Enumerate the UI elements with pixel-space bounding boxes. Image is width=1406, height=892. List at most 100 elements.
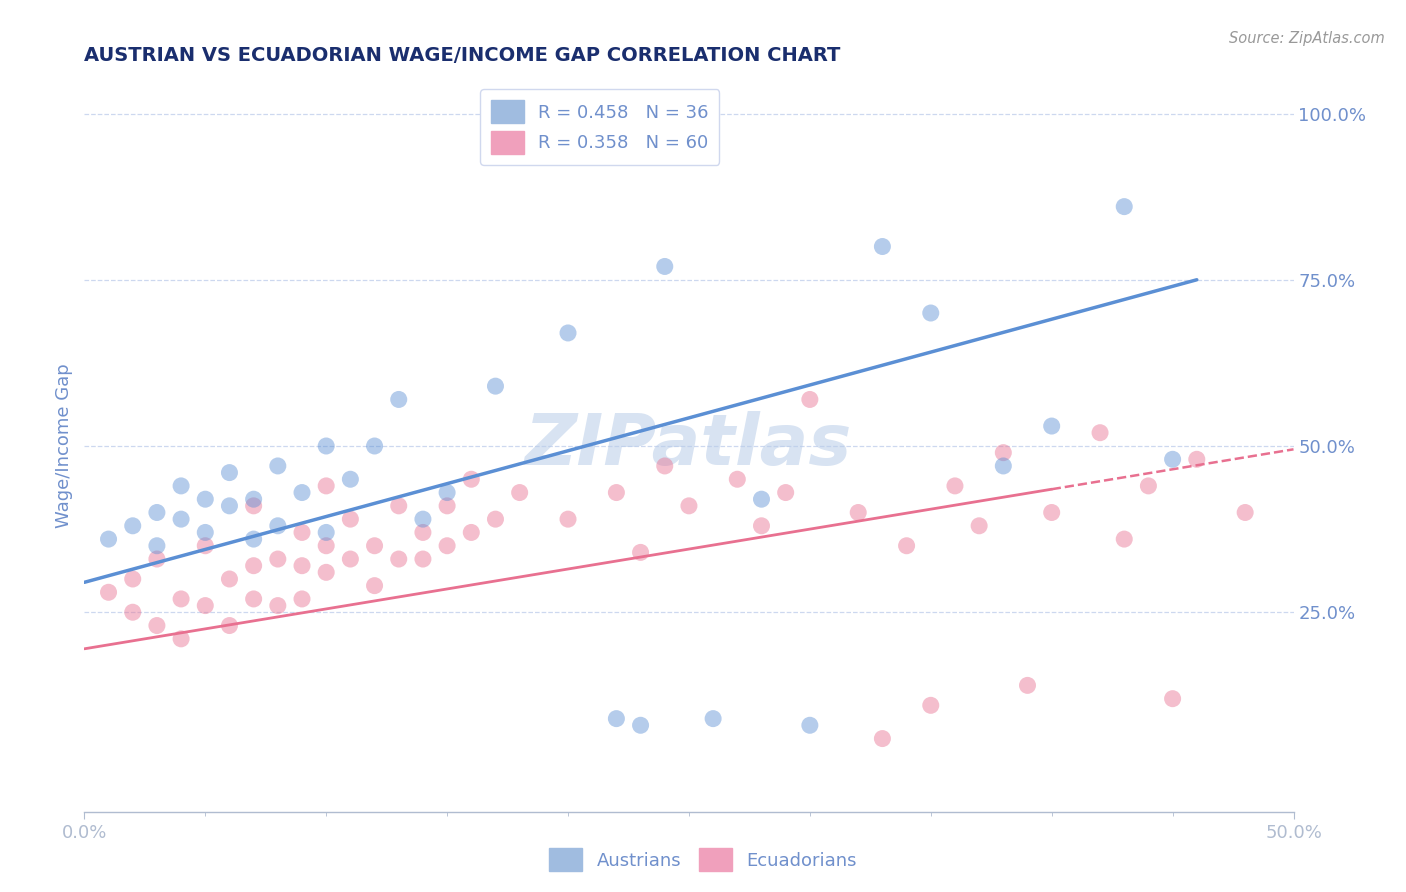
Point [725,472,748,486]
Y-axis label: Wage/Income Gap: Wage/Income Gap [55,364,73,528]
Point [291,558,314,573]
Point [702,712,724,726]
Point [388,392,411,407]
Text: Source: ZipAtlas.com: Source: ZipAtlas.com [1229,31,1385,46]
Point [97,532,120,546]
Point [170,632,193,646]
Point [388,552,411,566]
Point [121,572,143,586]
Point [872,731,894,746]
Point [967,518,990,533]
Legend: Austrians, Ecuadorians: Austrians, Ecuadorians [543,841,863,879]
Point [339,552,361,566]
Point [799,718,821,732]
Point [170,479,193,493]
Point [436,539,458,553]
Point [291,525,314,540]
Point [146,506,169,520]
Point [194,492,217,507]
Point [993,445,1015,459]
Point [775,485,797,500]
Point [1161,691,1184,706]
Point [315,479,337,493]
Point [1234,506,1257,520]
Point [920,698,942,713]
Legend: R = 0.458   N = 36, R = 0.358   N = 60: R = 0.458 N = 36, R = 0.358 N = 60 [481,89,720,165]
Point [943,479,966,493]
Point [751,518,773,533]
Point [484,512,506,526]
Point [121,605,143,619]
Point [242,499,264,513]
Point [1114,200,1136,214]
Point [267,458,290,473]
Point [1040,419,1063,434]
Point [97,585,120,599]
Point [218,572,240,586]
Point [872,239,894,253]
Point [218,466,240,480]
Point [363,539,385,553]
Point [605,712,627,726]
Point [630,718,652,732]
Point [751,492,773,507]
Point [315,539,337,553]
Point [436,485,458,500]
Point [267,518,290,533]
Point [654,260,676,274]
Point [146,539,169,553]
Point [1161,452,1184,467]
Point [630,545,652,559]
Point [242,492,264,507]
Point [436,499,458,513]
Point [557,326,579,340]
Point [654,458,676,473]
Point [194,525,217,540]
Point [412,525,434,540]
Point [484,379,506,393]
Point [1017,678,1039,692]
Point [242,558,264,573]
Point [605,485,627,500]
Point [315,439,337,453]
Point [412,552,434,566]
Text: ZIPatlas: ZIPatlas [526,411,852,481]
Point [315,525,337,540]
Point [1185,452,1208,467]
Point [267,599,290,613]
Point [509,485,531,500]
Point [1040,506,1063,520]
Point [291,485,314,500]
Point [170,512,193,526]
Point [846,506,869,520]
Point [388,499,411,513]
Point [121,518,143,533]
Point [678,499,700,513]
Text: AUSTRIAN VS ECUADORIAN WAGE/INCOME GAP CORRELATION CHART: AUSTRIAN VS ECUADORIAN WAGE/INCOME GAP C… [84,45,841,65]
Point [363,579,385,593]
Point [218,618,240,632]
Point [315,566,337,580]
Point [460,525,482,540]
Point [1137,479,1160,493]
Point [242,591,264,606]
Point [267,552,290,566]
Point [170,591,193,606]
Point [291,591,314,606]
Point [242,532,264,546]
Point [146,552,169,566]
Point [146,618,169,632]
Point [460,472,482,486]
Point [896,539,918,553]
Point [339,472,361,486]
Point [557,512,579,526]
Point [993,458,1015,473]
Point [218,499,240,513]
Point [1088,425,1111,440]
Point [799,392,821,407]
Point [194,539,217,553]
Point [194,599,217,613]
Point [920,306,942,320]
Point [412,512,434,526]
Point [363,439,385,453]
